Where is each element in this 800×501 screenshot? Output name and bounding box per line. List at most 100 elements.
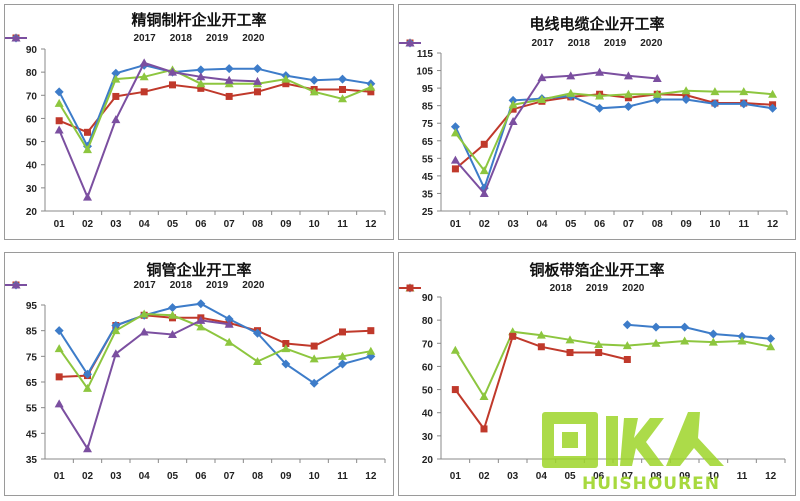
data-point — [479, 392, 489, 401]
series-2018 — [54, 299, 376, 388]
data-point — [196, 65, 206, 75]
chart-legend: 2017 2018 2019 2020 — [5, 33, 393, 44]
data-point — [139, 327, 149, 336]
data-point — [54, 98, 64, 107]
legend-label: 2018 — [567, 38, 590, 49]
y-tick-label: 45 — [422, 172, 434, 183]
data-point — [509, 105, 517, 113]
legend-swatch — [5, 280, 27, 289]
legend-label: 2019 — [206, 33, 229, 44]
data-point — [253, 356, 262, 365]
data-point — [537, 73, 547, 82]
legend-label: 2018 — [169, 280, 192, 291]
y-tick-label: 65 — [422, 137, 434, 148]
data-point — [111, 74, 121, 83]
data-point — [652, 73, 662, 82]
series-line — [58, 68, 372, 152]
data-point — [253, 64, 262, 74]
x-tick-label: 03 — [110, 471, 122, 482]
y-tick-label: 50 — [26, 138, 38, 149]
legend-marker — [405, 38, 415, 47]
x-tick-label: 08 — [252, 219, 264, 230]
data-point — [508, 116, 518, 125]
data-point — [254, 88, 261, 96]
data-point — [224, 64, 234, 74]
data-point — [139, 309, 149, 318]
y-tick-label: 115 — [417, 49, 434, 60]
x-tick-label: 02 — [478, 471, 490, 482]
x-tick-label: 07 — [224, 219, 236, 230]
data-point — [623, 355, 631, 363]
data-point — [339, 328, 346, 336]
legend-item: 2020 — [399, 283, 645, 294]
series-2020 — [450, 67, 662, 197]
series-line — [58, 302, 372, 385]
data-point — [282, 340, 290, 347]
data-point — [480, 140, 488, 148]
legend-marker — [406, 284, 414, 292]
data-point — [196, 322, 206, 331]
series-line — [58, 64, 371, 149]
x-tick-label: 01 — [450, 219, 462, 230]
y-tick-label: 20 — [422, 455, 434, 466]
data-point — [623, 102, 633, 112]
x-tick-label: 01 — [54, 219, 66, 230]
data-point — [197, 84, 205, 92]
y-tick-label: 95 — [422, 84, 434, 95]
data-point — [680, 322, 690, 332]
data-point — [450, 155, 460, 164]
series-line — [454, 89, 773, 173]
data-point — [595, 103, 605, 113]
y-tick-label: 80 — [422, 316, 434, 327]
data-point — [651, 338, 661, 347]
series-line — [58, 312, 371, 391]
legend-label: 2020 — [622, 283, 645, 294]
data-point — [479, 188, 489, 197]
y-tick-label: 40 — [26, 161, 38, 172]
x-tick-label: 12 — [365, 219, 377, 230]
x-tick-label: 05 — [167, 471, 179, 482]
data-point — [83, 192, 92, 201]
data-point — [111, 349, 121, 358]
y-tick-label: 75 — [26, 352, 38, 363]
x-tick-label: 10 — [309, 471, 321, 482]
data-point — [566, 349, 574, 357]
data-point — [595, 67, 605, 76]
data-point — [451, 386, 459, 394]
chart-legend: 2017 2018 2019 2020 — [5, 280, 393, 291]
x-tick-label: 09 — [679, 471, 691, 482]
series-line — [59, 314, 371, 378]
y-tick-label: 25 — [422, 207, 434, 218]
data-point — [623, 71, 633, 80]
x-tick-label: 04 — [536, 219, 548, 230]
data-point — [309, 378, 319, 388]
data-point — [139, 58, 149, 67]
data-point — [282, 80, 290, 88]
y-tick-label: 95 — [26, 301, 38, 312]
data-point — [450, 122, 460, 132]
x-tick-label: 06 — [195, 471, 207, 482]
data-point — [168, 330, 177, 339]
data-point — [168, 310, 177, 319]
data-point — [710, 87, 720, 96]
legend-swatch — [5, 33, 27, 42]
x-tick-label: 12 — [365, 471, 377, 482]
data-point — [338, 94, 347, 103]
x-tick-label: 01 — [54, 471, 66, 482]
data-point — [739, 87, 749, 96]
data-point — [708, 329, 718, 339]
data-point — [338, 359, 347, 369]
legend-label: 2020 — [242, 280, 265, 291]
data-point — [450, 345, 460, 354]
data-point — [140, 88, 148, 96]
data-point — [55, 373, 63, 381]
data-point — [111, 115, 121, 124]
data-point — [224, 319, 234, 328]
data-point — [338, 74, 347, 84]
data-point — [623, 89, 633, 98]
x-tick-label: 12 — [765, 471, 777, 482]
y-tick-label: 40 — [422, 409, 434, 420]
series-2018 — [622, 320, 776, 344]
x-tick-label: 02 — [479, 219, 491, 230]
data-point — [652, 89, 662, 98]
